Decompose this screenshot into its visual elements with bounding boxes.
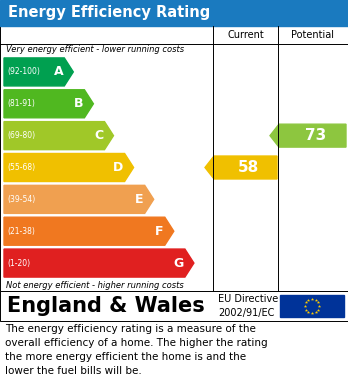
Polygon shape bbox=[270, 124, 346, 147]
Text: (39-54): (39-54) bbox=[7, 195, 35, 204]
Text: Energy Efficiency Rating: Energy Efficiency Rating bbox=[8, 5, 210, 20]
Polygon shape bbox=[4, 90, 93, 118]
Text: B: B bbox=[74, 97, 84, 110]
Text: Potential: Potential bbox=[292, 30, 334, 40]
Polygon shape bbox=[205, 156, 277, 179]
Polygon shape bbox=[4, 217, 174, 245]
Text: F: F bbox=[155, 225, 164, 238]
Text: E: E bbox=[135, 193, 144, 206]
Text: Very energy efficient - lower running costs: Very energy efficient - lower running co… bbox=[6, 45, 184, 54]
Text: The energy efficiency rating is a measure of the
overall efficiency of a home. T: The energy efficiency rating is a measur… bbox=[5, 324, 268, 376]
Text: (69-80): (69-80) bbox=[7, 131, 35, 140]
Polygon shape bbox=[4, 154, 134, 181]
Bar bbox=[0, 26, 348, 291]
Polygon shape bbox=[4, 58, 73, 86]
Text: (55-68): (55-68) bbox=[7, 163, 35, 172]
Text: Current: Current bbox=[227, 30, 264, 40]
Text: Not energy efficient - higher running costs: Not energy efficient - higher running co… bbox=[6, 280, 184, 289]
Polygon shape bbox=[4, 249, 194, 277]
Text: (92-100): (92-100) bbox=[7, 67, 40, 76]
Bar bbox=[0, 0, 348, 26]
Text: G: G bbox=[174, 256, 184, 269]
Text: 58: 58 bbox=[238, 160, 259, 175]
Polygon shape bbox=[4, 185, 154, 213]
Text: England & Wales: England & Wales bbox=[7, 296, 205, 316]
Text: (81-91): (81-91) bbox=[7, 99, 35, 108]
Text: (1-20): (1-20) bbox=[7, 258, 30, 267]
Bar bbox=[0, 291, 348, 321]
Text: C: C bbox=[94, 129, 103, 142]
Text: 73: 73 bbox=[305, 128, 326, 143]
Text: EU Directive
2002/91/EC: EU Directive 2002/91/EC bbox=[218, 294, 278, 318]
Polygon shape bbox=[4, 122, 113, 150]
Text: (21-38): (21-38) bbox=[7, 227, 35, 236]
Text: D: D bbox=[113, 161, 124, 174]
Text: A: A bbox=[54, 65, 63, 79]
Bar bbox=[280, 295, 344, 317]
